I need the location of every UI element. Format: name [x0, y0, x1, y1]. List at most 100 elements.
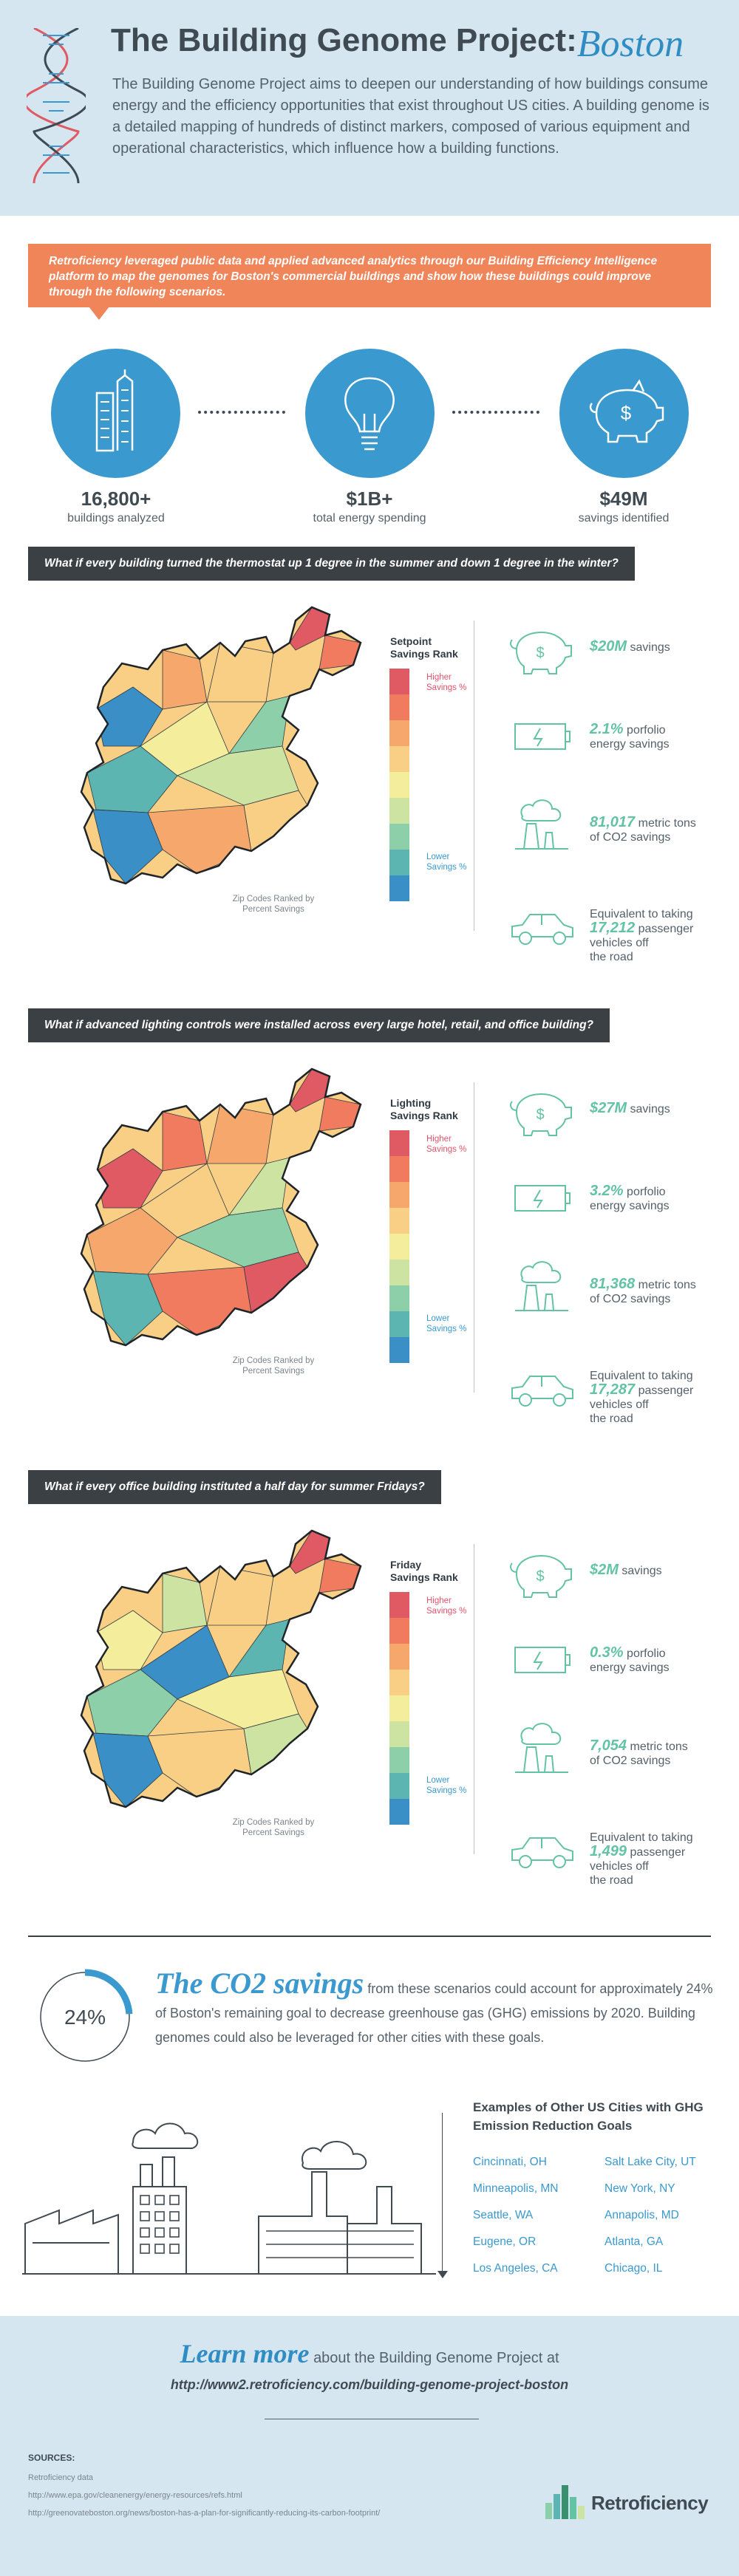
- scale-swatch: [389, 1721, 409, 1747]
- map-outline: [80, 606, 362, 885]
- vehicles-line4: the road: [590, 951, 633, 963]
- portfolio-word: porfolio: [627, 724, 666, 737]
- scale-swatch: [389, 1799, 409, 1825]
- co2-line2: of CO2 savings: [590, 1293, 671, 1305]
- rank-title: Setpoint Savings Rank: [390, 635, 458, 660]
- zip-region: [92, 809, 163, 884]
- zip-region: [92, 1271, 163, 1345]
- cities-title: Examples of Other US Cities with GHG Emi…: [473, 2100, 704, 2133]
- vehicles-pre: Equivalent to taking: [590, 908, 693, 920]
- stat-circle-buildings: [51, 349, 180, 478]
- portfolio-line2: energy savings: [590, 1661, 670, 1674]
- co2-percent-arc: [84, 1969, 133, 2015]
- metric-vehicles: Equivalent to taking 17,212 passenger ve…: [590, 907, 723, 964]
- car-icon: [511, 1837, 573, 1868]
- vehicles-value: 1,499: [590, 1843, 627, 1859]
- city-item: New York, NY: [605, 2182, 675, 2195]
- scale-swatch: [389, 1747, 409, 1773]
- scale-swatch: [389, 798, 409, 824]
- section-divider: [28, 1936, 711, 1937]
- metric-co2: 81,017 metric tons of CO2 savings: [590, 815, 723, 844]
- city-item: Seattle, WA: [473, 2209, 534, 2221]
- zip-region: [92, 1732, 163, 1807]
- vehicles-line3: vehicles off: [590, 1860, 649, 1873]
- zip-region: [95, 1610, 163, 1670]
- stat-circle-spending: [305, 349, 435, 478]
- zip-region: [86, 1669, 178, 1737]
- co2-paragraph: The CO2 savings from these scenarios cou…: [155, 1969, 717, 2050]
- header-band: [0, 0, 739, 216]
- scenario-question: What if every office building instituted…: [28, 1470, 441, 1504]
- scale-swatch: [389, 1130, 409, 1156]
- savings-word: savings: [630, 1103, 670, 1116]
- city-item: Chicago, IL: [605, 2262, 663, 2275]
- co2-word: metric tons: [638, 817, 696, 830]
- city-item: Minneapolis, MN: [473, 2182, 559, 2195]
- higher-savings-label: Higher Savings %: [426, 1135, 467, 1154]
- page-title: The Building Genome Project: Boston: [111, 22, 684, 65]
- source-item: Retroficiency data: [28, 2473, 94, 2482]
- savings-scale: [389, 1130, 409, 1363]
- rank-title-line1: Setpoint: [390, 635, 432, 647]
- zip-region: [177, 745, 299, 806]
- metric-savings: $27M savings: [590, 1101, 723, 1116]
- source-link[interactable]: http://www.epa.gov/cleanenergy/energy-re…: [28, 2491, 242, 2500]
- scale-swatch: [389, 1182, 409, 1208]
- savings-value: $20M: [590, 638, 627, 655]
- scenario-question: What if advanced lighting controls were …: [28, 1008, 610, 1042]
- scale-swatch: [389, 772, 409, 798]
- portfolio-line2: energy savings: [590, 1200, 670, 1212]
- co2-line2: of CO2 savings: [590, 831, 671, 844]
- piggy-bank-icon: $: [510, 1093, 572, 1136]
- factory-smoke-icon: [515, 799, 568, 850]
- co2-headline: The CO2 savings: [155, 1967, 364, 2000]
- zip-region: [86, 1207, 178, 1275]
- city-skyline-illustration: [22, 2122, 436, 2275]
- scale-swatch: [389, 1644, 409, 1670]
- stat-value-savings: $49M: [599, 488, 648, 510]
- intro-paragraph: The Building Genome Project aims to deep…: [112, 76, 709, 157]
- scale-swatch: [389, 1156, 409, 1182]
- zip-rank-caption: Zip Codes Ranked by Percent Savings: [232, 1356, 315, 1376]
- city-item: Annapolis, MD: [605, 2209, 679, 2221]
- title-city: Boston: [576, 23, 684, 65]
- scale-swatch: [389, 850, 409, 875]
- city-item: Cincinnati, OH: [473, 2156, 547, 2168]
- car-icon: [511, 914, 573, 945]
- factory-smoke-icon: [515, 1723, 568, 1773]
- vehicles-line3: vehicles off: [590, 937, 649, 949]
- portfolio-value: 0.3%: [590, 1644, 624, 1661]
- stat-dots-1: [198, 411, 285, 414]
- rank-title-line2: Savings Rank: [390, 1110, 458, 1121]
- learn-more-link[interactable]: http://www2.retroficiency.com/building-g…: [170, 2377, 569, 2392]
- scale-swatch: [389, 1670, 409, 1695]
- intro-banner: Retroficiency leveraged public data and …: [28, 244, 711, 307]
- source-link[interactable]: http://greenovateboston.org/news/boston-…: [28, 2509, 381, 2518]
- higher-savings-label: Higher Savings %: [426, 1596, 467, 1616]
- scale-swatch: [389, 720, 409, 746]
- map-outline: [80, 1067, 362, 1347]
- savings-value: $2M: [590, 1562, 619, 1578]
- zip-region: [177, 1207, 299, 1268]
- scale-swatch: [389, 824, 409, 850]
- sources-heading: SOURCES:: [28, 2453, 75, 2463]
- learn-more-rest: about the Building Genome Project at: [313, 2350, 559, 2366]
- vehicles-line3: vehicles off: [590, 1398, 649, 1411]
- vehicles-pre: Equivalent to taking: [590, 1831, 693, 1844]
- vehicles-word: passenger: [638, 923, 694, 935]
- co2-line2: of CO2 savings: [590, 1755, 671, 1767]
- footer-band: [0, 2316, 739, 2576]
- scale-swatch: [389, 1260, 409, 1285]
- stat-circle-savings: $: [559, 349, 689, 478]
- savings-value: $27M: [590, 1100, 627, 1116]
- scenario-question: What if every building turned the thermo…: [28, 547, 635, 581]
- svg-text:$: $: [536, 645, 544, 661]
- city-item: Salt Lake City, UT: [605, 2156, 696, 2168]
- metric-vehicles: Equivalent to taking 17,287 passenger ve…: [590, 1369, 723, 1426]
- scale-swatch: [389, 1695, 409, 1721]
- scale-swatch: [389, 746, 409, 772]
- portfolio-word: porfolio: [627, 1647, 666, 1660]
- logo-text: Retroficiency: [591, 2492, 709, 2514]
- rank-title-line1: Lighting: [390, 1097, 432, 1109]
- rank-title: Friday Savings Rank: [390, 1559, 458, 1584]
